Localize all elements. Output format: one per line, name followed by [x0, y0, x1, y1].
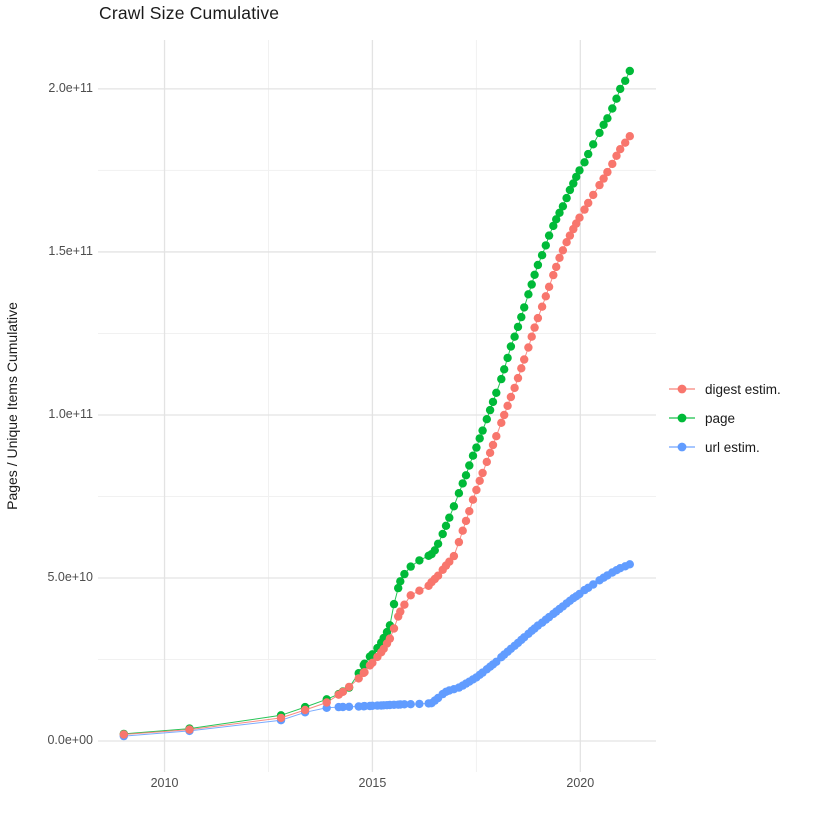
y-tick-label: 5.0e+10: [47, 569, 93, 584]
legend-key-url-icon: [669, 442, 695, 452]
legend-key-page-icon: [669, 413, 695, 423]
y-tick-label: 1.0e+11: [48, 406, 93, 421]
series-page: [119, 66, 634, 739]
grid-major: [98, 40, 656, 772]
series-url-estim-: [119, 560, 634, 741]
legend-item-url-estim: url estim.: [668, 437, 781, 457]
legend-item-digest-estim: digest estim.: [668, 379, 781, 399]
legend-label: digest estim.: [705, 381, 781, 397]
legend-key-digest-icon: [669, 384, 695, 394]
legend-label: page: [705, 410, 736, 426]
chart-title: Crawl Size Cumulative: [99, 3, 280, 23]
legend: digest estim. page url estim.: [668, 379, 781, 457]
series-digest-estim-: [119, 132, 634, 739]
x-tick-label: 2020: [566, 776, 595, 790]
y-tick-label: 1.5e+11: [48, 243, 93, 258]
y-tick-label: 0.0e+00: [47, 733, 93, 748]
legend-label: url estim.: [705, 439, 760, 455]
grid-minor: [98, 40, 656, 772]
legend-item-page: page: [668, 408, 781, 428]
y-tick-label: 2.0e+11: [48, 80, 93, 95]
x-tick-label: 2015: [358, 776, 387, 790]
x-tick-label: 2010: [150, 776, 179, 790]
